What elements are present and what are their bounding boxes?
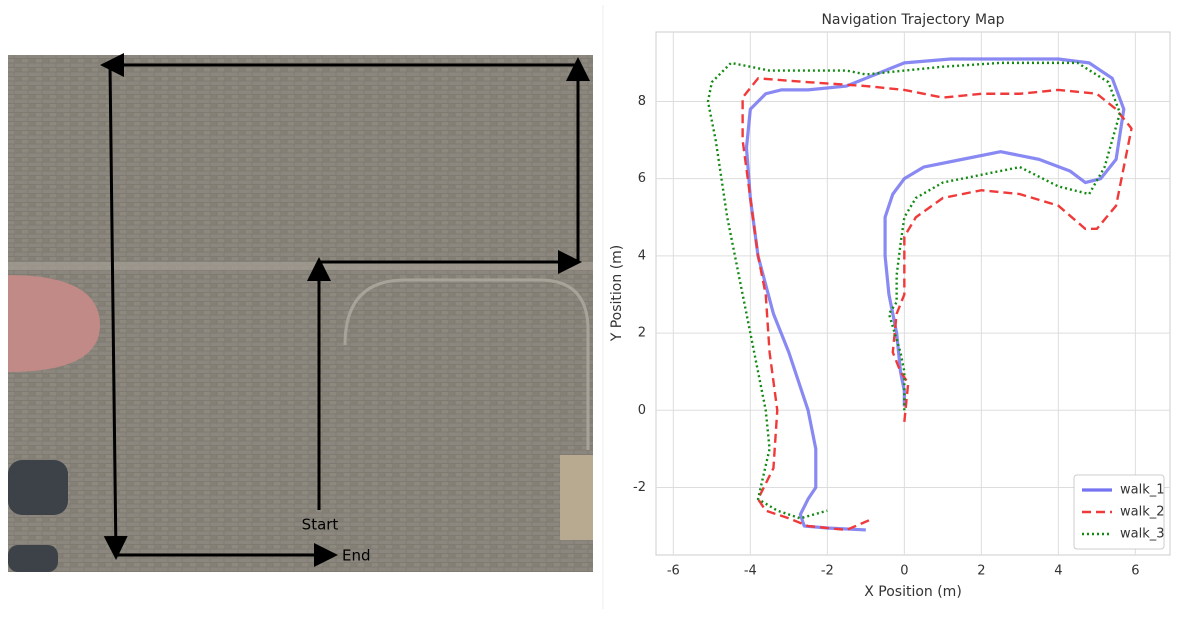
y-tick-label: -2 xyxy=(633,480,646,495)
y-tick-label: 8 xyxy=(638,94,646,109)
y-tick-label: 0 xyxy=(638,403,646,418)
trajectory xyxy=(744,57,1126,532)
car xyxy=(8,545,58,572)
end-label: End xyxy=(342,547,371,565)
legend-label: walk_3 xyxy=(1120,527,1165,542)
y-tick-label: 4 xyxy=(638,248,646,263)
x-tick-label: 4 xyxy=(1054,564,1062,579)
curb-line xyxy=(343,278,590,450)
y-axis-label: Y Position (m) xyxy=(609,245,625,343)
car xyxy=(8,460,68,515)
curb xyxy=(8,262,593,270)
x-tick-label: -6 xyxy=(667,564,680,579)
x-axis-label: X Position (m) xyxy=(864,584,962,600)
y-tick-label: 6 xyxy=(638,171,646,186)
legend xyxy=(1073,474,1165,550)
x-tick-label: 6 xyxy=(1131,564,1139,579)
chart-title: Navigation Trajectory Map xyxy=(821,12,1004,28)
trajectory xyxy=(741,77,1133,532)
route-arrows xyxy=(100,53,590,567)
planter xyxy=(8,275,100,372)
x-tick-label: -2 xyxy=(821,564,834,579)
x-tick-label: 0 xyxy=(900,564,908,579)
legend-label: walk_1 xyxy=(1120,483,1165,498)
photo: Start End xyxy=(8,53,593,572)
x-tick-label: 2 xyxy=(977,564,985,579)
legend-label: walk_2 xyxy=(1120,505,1165,520)
y-tick-label: 2 xyxy=(638,326,646,341)
start-label: Start xyxy=(302,516,339,534)
pavement xyxy=(8,55,593,572)
x-tick-label: -4 xyxy=(744,564,757,579)
planter xyxy=(560,455,593,540)
